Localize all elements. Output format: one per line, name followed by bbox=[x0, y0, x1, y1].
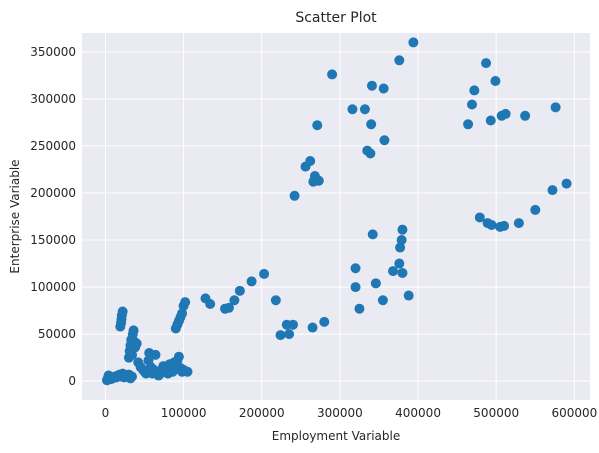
scatter-point bbox=[354, 303, 365, 314]
scatter-point bbox=[388, 266, 399, 277]
scatter-point bbox=[561, 178, 572, 189]
scatter-point bbox=[307, 322, 318, 333]
scatter-point bbox=[177, 308, 188, 319]
y-tick-label: 200000 bbox=[30, 186, 76, 200]
x-tick-label: 200000 bbox=[239, 406, 285, 420]
y-tick-label: 0 bbox=[68, 374, 76, 388]
y-axis-ticks: 0 50000 100000 150000 200000 250000 300000 3500… bbox=[30, 45, 76, 388]
scatter-point bbox=[312, 120, 323, 131]
x-tick-label: 300000 bbox=[317, 406, 363, 420]
x-axis-ticks: 0 100000 200000 300000 400000 500000 600000 bbox=[102, 406, 598, 420]
scatter-point bbox=[319, 316, 330, 327]
scatter-point bbox=[275, 330, 286, 341]
scatter-point bbox=[377, 295, 388, 306]
x-tick-label: 0 bbox=[102, 406, 110, 420]
x-axis-label: Employment Variable bbox=[272, 429, 400, 443]
scatter-point bbox=[469, 85, 480, 96]
scatter-point bbox=[463, 119, 474, 130]
scatter-point bbox=[474, 212, 485, 223]
scatter-point bbox=[367, 229, 378, 240]
scatter-point bbox=[485, 115, 496, 126]
scatter-point bbox=[490, 75, 501, 86]
scatter-point bbox=[150, 349, 161, 360]
scatter-point bbox=[394, 55, 405, 66]
scatter-point bbox=[270, 295, 281, 306]
chart-title: Scatter Plot bbox=[295, 10, 377, 26]
scatter-point bbox=[395, 242, 406, 253]
y-tick-label: 100000 bbox=[30, 280, 76, 294]
y-tick-label: 300000 bbox=[30, 92, 76, 106]
scatter-point bbox=[127, 349, 138, 360]
y-tick-label: 250000 bbox=[30, 139, 76, 153]
y-tick-label: 150000 bbox=[30, 233, 76, 247]
scatter-point bbox=[403, 290, 414, 301]
scatter-point bbox=[547, 185, 558, 196]
scatter-point bbox=[481, 58, 492, 69]
scatter-point bbox=[259, 268, 270, 279]
scatter-point bbox=[370, 278, 381, 289]
scatter-point bbox=[182, 366, 193, 377]
scatter-point bbox=[359, 104, 370, 115]
scatter-point bbox=[378, 83, 389, 94]
y-tick-label: 50000 bbox=[38, 327, 76, 341]
scatter-point bbox=[486, 219, 497, 230]
grid-lines bbox=[82, 33, 590, 400]
scatter-point bbox=[327, 69, 338, 80]
scatter-point bbox=[397, 267, 408, 278]
scatter-point bbox=[365, 148, 376, 159]
scatter-point bbox=[246, 276, 257, 287]
scatter-point bbox=[408, 37, 419, 48]
scatter-point bbox=[173, 351, 184, 362]
scatter-point bbox=[350, 263, 361, 274]
scatter-point bbox=[366, 119, 377, 130]
scatter-point bbox=[131, 338, 142, 349]
scatter-point bbox=[289, 190, 300, 201]
scatter-point bbox=[530, 204, 541, 215]
scatter-point bbox=[128, 325, 139, 336]
scatter-point bbox=[234, 285, 245, 296]
scatter-point bbox=[350, 282, 361, 293]
scatter-point bbox=[117, 306, 128, 317]
scatter-point bbox=[288, 319, 299, 330]
scatter-point bbox=[550, 102, 561, 113]
scatter-point bbox=[394, 258, 405, 269]
scatter-point bbox=[223, 302, 234, 313]
scatter-point bbox=[305, 155, 316, 166]
x-tick-label: 500000 bbox=[473, 406, 519, 420]
scatter-point bbox=[520, 110, 531, 121]
scatter-point bbox=[396, 235, 407, 246]
data-points bbox=[102, 37, 572, 386]
plot-area bbox=[82, 33, 590, 400]
scatter-point bbox=[229, 295, 240, 306]
x-tick-label: 100000 bbox=[161, 406, 207, 420]
scatter-point bbox=[347, 104, 358, 115]
scatter-point bbox=[284, 329, 295, 340]
scatter-point bbox=[499, 220, 510, 231]
y-tick-label: 350000 bbox=[30, 45, 76, 59]
scatter-point bbox=[513, 218, 524, 229]
scatter-point bbox=[500, 108, 511, 119]
scatter-point bbox=[180, 297, 191, 308]
x-tick-label: 400000 bbox=[395, 406, 441, 420]
scatter-point bbox=[397, 224, 408, 235]
x-tick-label: 600000 bbox=[551, 406, 597, 420]
scatter-point bbox=[127, 371, 138, 382]
y-axis-label: Enterprise Variable bbox=[8, 159, 22, 273]
scatter-point bbox=[366, 80, 377, 91]
scatter-point bbox=[379, 135, 390, 146]
scatter-point bbox=[466, 99, 477, 110]
scatter-point bbox=[313, 175, 324, 186]
scatter-point bbox=[205, 299, 216, 310]
